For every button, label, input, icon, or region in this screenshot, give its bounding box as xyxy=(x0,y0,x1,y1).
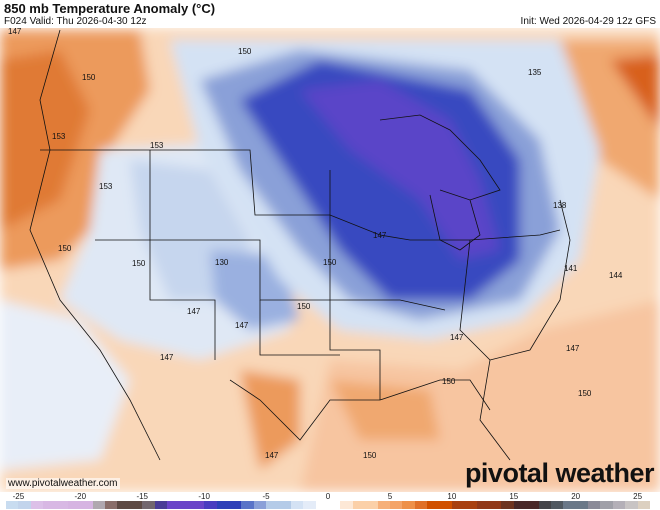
colorbar-cell xyxy=(526,501,539,509)
colorbar-cell xyxy=(377,501,390,509)
colorbar-cell xyxy=(30,501,44,509)
colorbar-cell xyxy=(625,501,638,509)
colorbar-cell xyxy=(129,501,143,509)
colorbar-cell xyxy=(464,501,477,509)
colorbar-cell xyxy=(67,501,81,509)
height-label: 153 xyxy=(52,132,66,141)
colorbar-cell xyxy=(414,501,428,509)
height-label: 147 xyxy=(187,307,201,316)
colorbar-cell xyxy=(340,501,353,509)
height-label: 147 xyxy=(235,321,249,330)
height-label: 150 xyxy=(363,451,377,460)
height-label: 144 xyxy=(609,271,623,280)
colorbar-cell xyxy=(55,501,68,509)
height-label: 150 xyxy=(82,73,96,82)
colorbar-cell xyxy=(80,501,93,509)
temperature-anomaly-map: 147 150 153 153 153 150 150 130 150 147 … xyxy=(0,28,660,492)
colorbar-tick-label: -15 xyxy=(136,492,148,501)
height-label: 150 xyxy=(132,259,146,268)
colorbar-cell xyxy=(489,501,502,509)
height-label: 141 xyxy=(564,264,578,273)
colorbar-cell xyxy=(563,501,576,509)
colorbar-cell xyxy=(352,501,366,509)
valid-time: F024 Valid: Thu 2026-04-30 12z xyxy=(4,16,147,27)
height-label: 147 xyxy=(566,344,580,353)
colorbar-cell xyxy=(427,501,440,509)
pivotal-weather-logo: pivotal weather xyxy=(464,458,655,488)
colorbar-cell xyxy=(588,501,601,509)
height-label: 138 xyxy=(553,201,567,210)
colorbar-cell xyxy=(600,501,613,509)
colorbar-cell xyxy=(389,501,403,509)
colorbar-tick-label: -10 xyxy=(198,492,210,501)
map-title: 850 mb Temperature Anomaly (°C) xyxy=(4,1,216,16)
website-watermark: www.pivotalweather.com xyxy=(6,478,120,489)
height-label: 147 xyxy=(265,451,279,460)
colorbar-cell xyxy=(142,501,155,509)
colorbar-tick-label: 10 xyxy=(447,492,457,501)
colorbar-cell xyxy=(402,501,415,509)
colorbar-cell xyxy=(43,501,56,509)
colorbar-cell xyxy=(290,501,304,509)
colorbar-cell xyxy=(328,501,341,509)
height-label: 150 xyxy=(58,244,72,253)
colorbar-cell xyxy=(501,501,514,509)
colorbar-tick-label: -5 xyxy=(262,492,270,501)
height-label: 130 xyxy=(215,258,229,267)
colorbar-cell xyxy=(266,501,279,509)
colorbar-tick-label: 5 xyxy=(387,492,393,501)
colorbar-tick-label: 15 xyxy=(509,492,519,501)
height-contour-labels: 147 150 153 153 153 150 150 130 150 147 … xyxy=(8,28,623,460)
colorbar-tick-label: 20 xyxy=(571,492,581,501)
height-label: 153 xyxy=(99,182,113,191)
colorbar-cell xyxy=(315,501,328,509)
height-label: 147 xyxy=(450,333,464,342)
colorbar-cell xyxy=(253,501,267,509)
colorbar-cell xyxy=(18,501,31,509)
height-label: 150 xyxy=(323,258,337,267)
colorbar-cell xyxy=(216,501,229,509)
height-label: 147 xyxy=(8,28,22,36)
colorbar-tick-label: -25 xyxy=(12,492,25,501)
boundaries xyxy=(29,29,571,461)
init-time: Init: Wed 2026-04-29 12z GFS xyxy=(520,16,656,27)
colorbar-cell xyxy=(154,501,167,509)
colorbar-cell xyxy=(179,501,192,509)
height-label: 147 xyxy=(373,231,387,240)
height-label: 150 xyxy=(238,47,252,56)
colorbar-tick-label: -20 xyxy=(74,492,87,501)
colorbar-cell xyxy=(167,501,180,509)
colorbar-cell xyxy=(637,501,650,509)
colorbar-cell xyxy=(550,501,564,509)
height-label: 147 xyxy=(160,353,174,362)
height-label: 153 xyxy=(150,141,164,150)
colorbar-cell xyxy=(612,501,626,509)
colorbar: -25 -20 -15 -10 -5 0 5 10 15 20 25 xyxy=(0,492,660,510)
colorbar-cell xyxy=(117,501,130,509)
colorbar-cell xyxy=(204,501,217,509)
colorbar-cell xyxy=(538,501,551,509)
height-label: 150 xyxy=(297,302,311,311)
colorbar-cell xyxy=(303,501,316,509)
colorbar-cell xyxy=(575,501,589,509)
height-label: 150 xyxy=(442,377,456,386)
colorbar-tick-label: 0 xyxy=(325,492,331,501)
height-label: 150 xyxy=(578,389,592,398)
colorbar-cell xyxy=(365,501,378,509)
colorbar-tick-label: 25 xyxy=(633,492,643,501)
colorbar-cell xyxy=(451,501,465,509)
height-label: 135 xyxy=(528,68,542,77)
colorbar-cell xyxy=(92,501,106,509)
colorbar-cell xyxy=(278,501,291,509)
colorbar-cell xyxy=(191,501,205,509)
colorbar-cell xyxy=(513,501,527,509)
colorbar-cell xyxy=(105,501,118,509)
colorbar-cell xyxy=(439,501,452,509)
colorbar-cell xyxy=(241,501,254,509)
colorbar-cell xyxy=(228,501,242,509)
colorbar-cell xyxy=(476,501,489,509)
colorbar-cell xyxy=(6,501,19,509)
